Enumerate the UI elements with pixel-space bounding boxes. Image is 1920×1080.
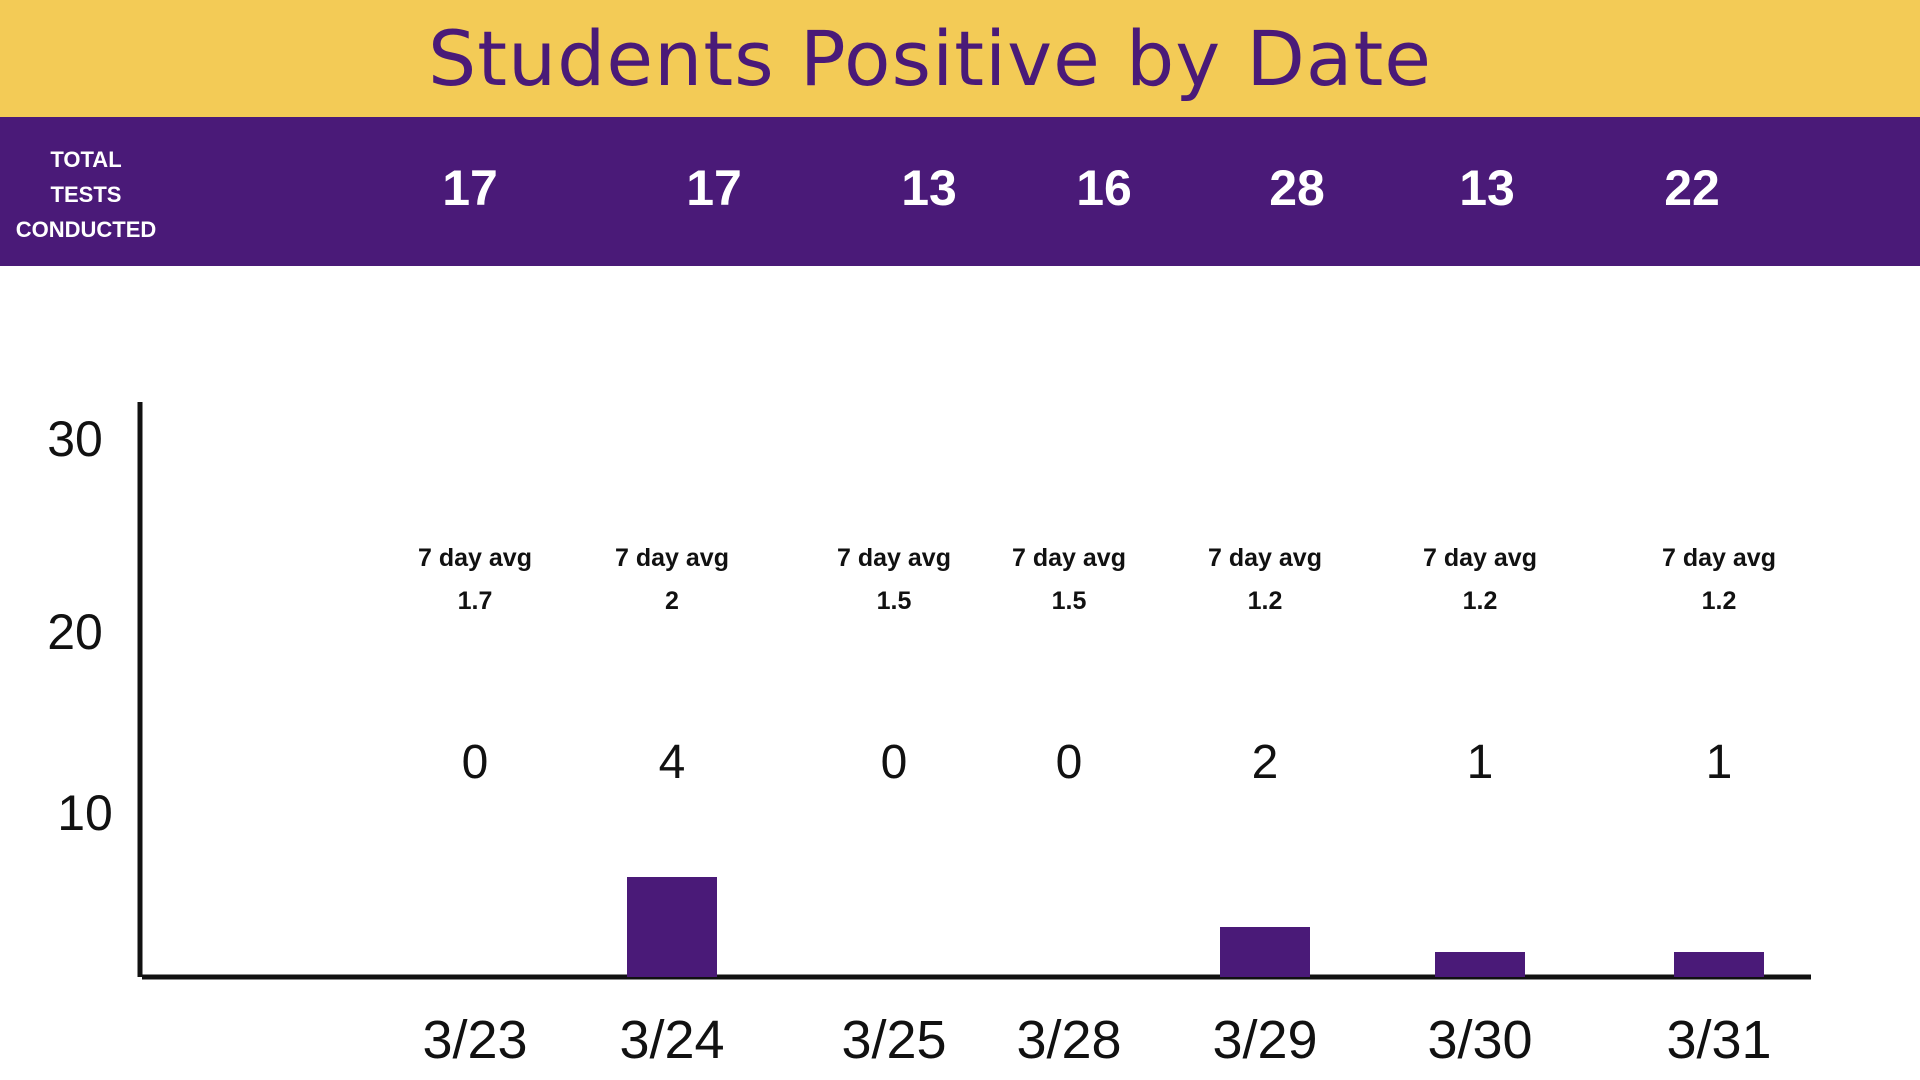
x-tick-label: 3/30: [1427, 1010, 1532, 1070]
data-label: 1: [1706, 736, 1733, 789]
y-tick-label: 10: [57, 785, 113, 841]
x-tick-label: 3/28: [1016, 1010, 1121, 1070]
test-count: 16: [1076, 160, 1132, 216]
y-tick-label: 30: [47, 411, 103, 467]
test-count: 13: [1459, 160, 1515, 216]
x-tick-label: 3/31: [1666, 1010, 1771, 1070]
data-label: 0: [881, 736, 908, 789]
avg-label: 7 day avg: [1012, 544, 1126, 572]
avg-value: 1.5: [1052, 587, 1087, 615]
y-tick-label: 20: [47, 604, 103, 660]
tests-label-line: TESTS: [50, 182, 122, 207]
avg-label: 7 day avg: [1662, 544, 1776, 572]
x-tick-label: 3/23: [422, 1010, 527, 1070]
test-count: 22: [1664, 160, 1720, 216]
bar: [1674, 952, 1764, 977]
test-count: 17: [442, 160, 498, 216]
data-label: 0: [462, 736, 489, 789]
avg-value: 1.2: [1248, 587, 1283, 615]
avg-value: 1.2: [1463, 587, 1498, 615]
bar: [1220, 927, 1310, 977]
x-tick-label: 3/24: [619, 1010, 724, 1070]
x-tick-label: 3/29: [1212, 1010, 1317, 1070]
title-band: Students Positive by Date: [0, 0, 1920, 117]
test-count: 28: [1269, 160, 1325, 216]
avg-value: 1.5: [877, 587, 912, 615]
tests-band: TOTAL TESTS CONDUCTED 17 17 13 16 28 13 …: [0, 117, 1920, 266]
test-count: 13: [901, 160, 957, 216]
avg-value: 1.2: [1702, 587, 1737, 615]
bar: [1435, 952, 1525, 977]
tests-label: TOTAL TESTS CONDUCTED: [0, 142, 172, 247]
avg-value: 1.7: [458, 587, 493, 615]
avg-label: 7 day avg: [1208, 544, 1322, 572]
avg-label: 7 day avg: [1423, 544, 1537, 572]
tests-label-line: TOTAL: [50, 147, 122, 172]
avg-value: 2: [665, 587, 679, 615]
data-label: 2: [1252, 736, 1279, 789]
x-tick-label: 3/25: [841, 1010, 946, 1070]
bar: [627, 877, 717, 977]
avg-label: 7 day avg: [837, 544, 951, 572]
data-label: 4: [659, 736, 686, 789]
data-label: 0: [1056, 736, 1083, 789]
data-label: 1: [1467, 736, 1494, 789]
test-count: 17: [686, 160, 742, 216]
avg-label: 7 day avg: [418, 544, 532, 572]
tests-label-line: CONDUCTED: [15, 217, 157, 242]
page-title: Students Positive by Date: [427, 14, 1433, 103]
avg-label: 7 day avg: [615, 544, 729, 572]
